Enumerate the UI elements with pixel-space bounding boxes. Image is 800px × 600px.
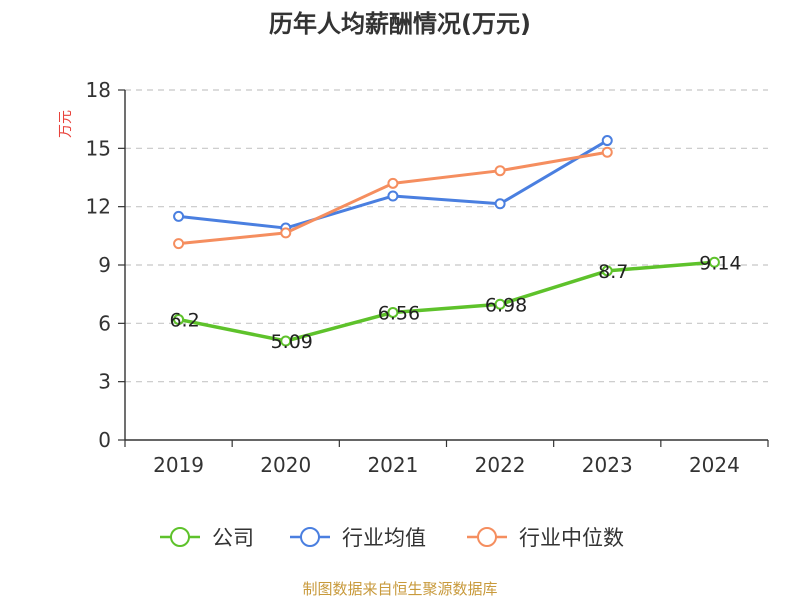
y-tick-label: 0 [98,428,111,452]
y-tick-label: 9 [98,253,111,277]
source-note: 制图数据来自恒生聚源数据库 [302,580,497,598]
data-label: 8.7 [598,261,628,283]
data-point [494,298,506,310]
legend-marker [477,527,497,547]
data-label: 5.09 [271,331,313,353]
data-point [280,335,292,347]
legend-label: 行业均值 [342,526,426,550]
grid-lines [125,89,768,383]
data-point [280,227,292,239]
legend-label: 公司 [212,526,254,550]
data-label: 6.98 [485,294,527,316]
series-lines [173,135,720,347]
data-point [387,177,399,189]
data-label: 9.14 [699,252,741,274]
x-tick-label: 2024 [689,453,740,477]
data-point [601,265,613,277]
y-tick-label: 18 [86,78,111,102]
y-tick-label: 3 [98,370,111,394]
data-point [173,210,185,222]
series-line-company [176,260,717,343]
data-label: 6.56 [378,302,420,324]
data-point [494,198,506,210]
data-point [387,306,399,318]
data-point [601,135,613,147]
x-tick-label: 2020 [260,453,311,477]
legend-label: 行业中位数 [519,526,624,550]
data-point [387,190,399,202]
data-point [173,238,185,250]
data-label: 6.2 [169,309,199,331]
data-labels: 6.2 5.09 6.56 6.98 8.7 9.14 [169,252,741,353]
x-tick-label: 2022 [475,453,526,477]
data-point [173,313,185,325]
y-tick-label: 6 [98,311,111,335]
x-tick-label: 2023 [582,453,633,477]
legend-marker [170,527,190,547]
data-point [708,256,720,268]
x-tick-label: 2021 [367,453,418,477]
legend-marker [300,527,320,547]
y-axis-label: 万元 [58,110,74,138]
axes: 0 3 6 9 12 15 18 2019 2020 2021 2022 2023 2024 [86,78,769,477]
data-point [601,146,613,158]
y-tick-label: 12 [86,195,111,219]
y-tick-label: 15 [86,136,111,160]
chart-title: 历年人均薪酬情况(万元) [269,10,531,38]
data-point [494,165,506,177]
legend: 公司 行业均值 行业中位数 [160,526,624,550]
x-tick-label: 2019 [153,453,204,477]
